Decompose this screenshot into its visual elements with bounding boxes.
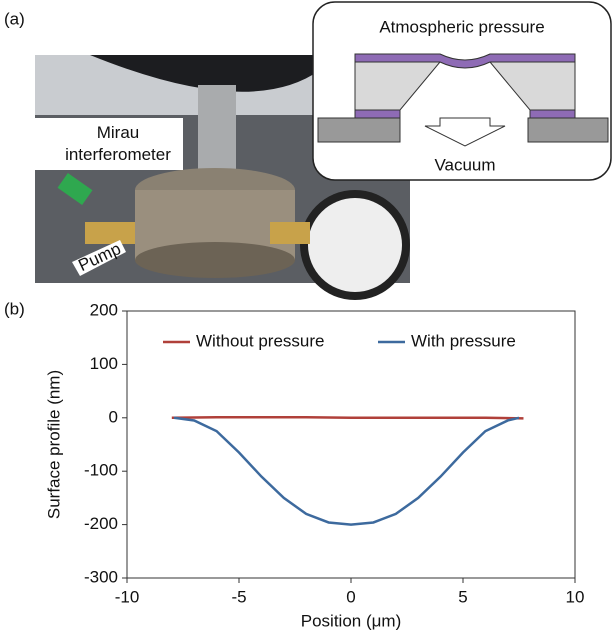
legend-label: Without pressure [196, 331, 325, 350]
y-axis-label: Surface profile (nm) [44, 370, 63, 519]
y-tick-label: 100 [90, 354, 118, 373]
x-tick-label: 5 [458, 587, 467, 606]
legend-label: With pressure [411, 331, 516, 350]
arrow [424, 117, 506, 147]
y-tick-label: 200 [90, 300, 118, 319]
y-tick-label: -100 [84, 461, 118, 480]
substrate [527, 117, 609, 143]
panel-label: (b) [4, 299, 25, 318]
valve-handle [57, 173, 93, 205]
plot-frame [126, 310, 576, 579]
x-axis-label: Position (μm) [301, 611, 401, 630]
y-tick-label: -300 [84, 567, 118, 586]
x-tick-label: -5 [231, 587, 246, 606]
chamber-bottom [135, 242, 295, 278]
callout: Mirau interferometer [65, 123, 171, 164]
x-tick-label: -10 [115, 587, 140, 606]
y-tick-label: -200 [84, 514, 118, 533]
panel-label: (a) [4, 9, 25, 28]
inset: Atmospheric pressure Vacuum [312, 1, 612, 181]
y-tick-label: 0 [109, 407, 118, 426]
bond-layer [354, 109, 401, 119]
gauge-face [308, 198, 402, 292]
bond-layer [529, 109, 576, 119]
fitting [85, 222, 135, 244]
x-tick-label: 0 [346, 587, 355, 606]
inset-label: Vacuum [434, 155, 495, 174]
callout-box [35, 118, 183, 170]
x-tick-label: 10 [566, 587, 585, 606]
series-line [173, 416, 520, 526]
fitting [270, 222, 310, 244]
pump-arrow [72, 240, 126, 276]
series-line [171, 416, 524, 420]
substrate [317, 117, 401, 143]
microscope-body [90, 55, 320, 92]
membrane [354, 53, 576, 69]
inset-label: Atmospheric pressure [379, 17, 544, 36]
